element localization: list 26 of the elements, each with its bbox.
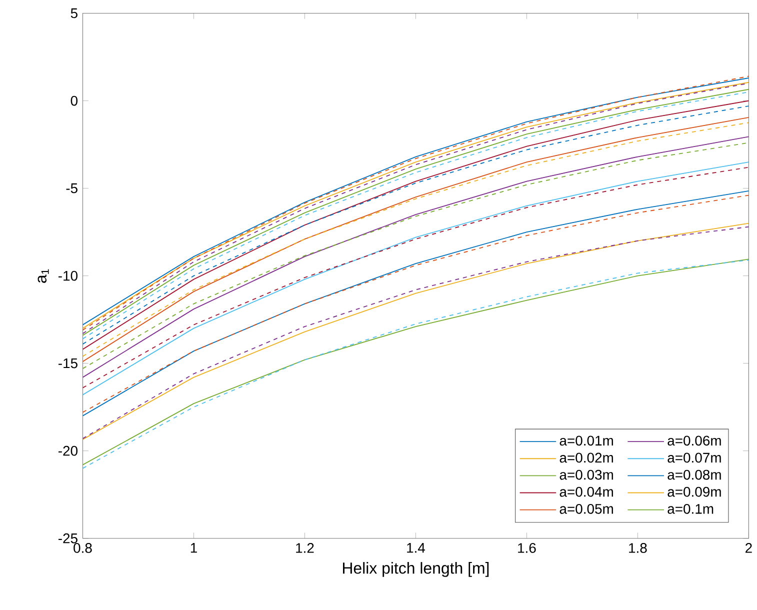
legend-label: a=0.01m (560, 436, 613, 446)
x-tick-label: 2 (746, 542, 752, 553)
legend-label: a=0.04m (560, 486, 613, 497)
x-tick-label: 1.2 (296, 542, 314, 553)
legend-label: a=0.02m (560, 452, 613, 463)
y-tick-label: -25 (58, 533, 78, 544)
x-tick-label: 1 (190, 542, 197, 553)
x-tick-label: 1.6 (518, 542, 536, 553)
x-tick-label: 1.8 (629, 542, 647, 553)
legend-label: a=0.07m (668, 452, 721, 463)
x-axis-title: Helix pitch length [m] (343, 562, 489, 577)
y-tick-label: -10 (58, 270, 78, 281)
y-tick-label: 0 (70, 96, 78, 106)
legend-label: a=0.08m (668, 470, 721, 480)
y-tick-label: -5 (66, 183, 78, 194)
legend-label: a=0.1m (668, 504, 714, 514)
y-tick-label: -15 (58, 358, 78, 368)
legend-label: a=0.06m (668, 436, 721, 446)
y-tick-label: -20 (58, 446, 78, 456)
legend-label: a=0.05m (560, 504, 613, 514)
y-tick-label: 5 (70, 8, 78, 18)
x-tick-label: 0.8 (74, 542, 92, 553)
x-tick-label: 1.4 (407, 542, 425, 553)
y-axis-title: a$_{1}$ (38, 269, 49, 283)
legend-label: a=0.03m (560, 470, 613, 480)
legend-label: a=0.09m (668, 486, 721, 497)
